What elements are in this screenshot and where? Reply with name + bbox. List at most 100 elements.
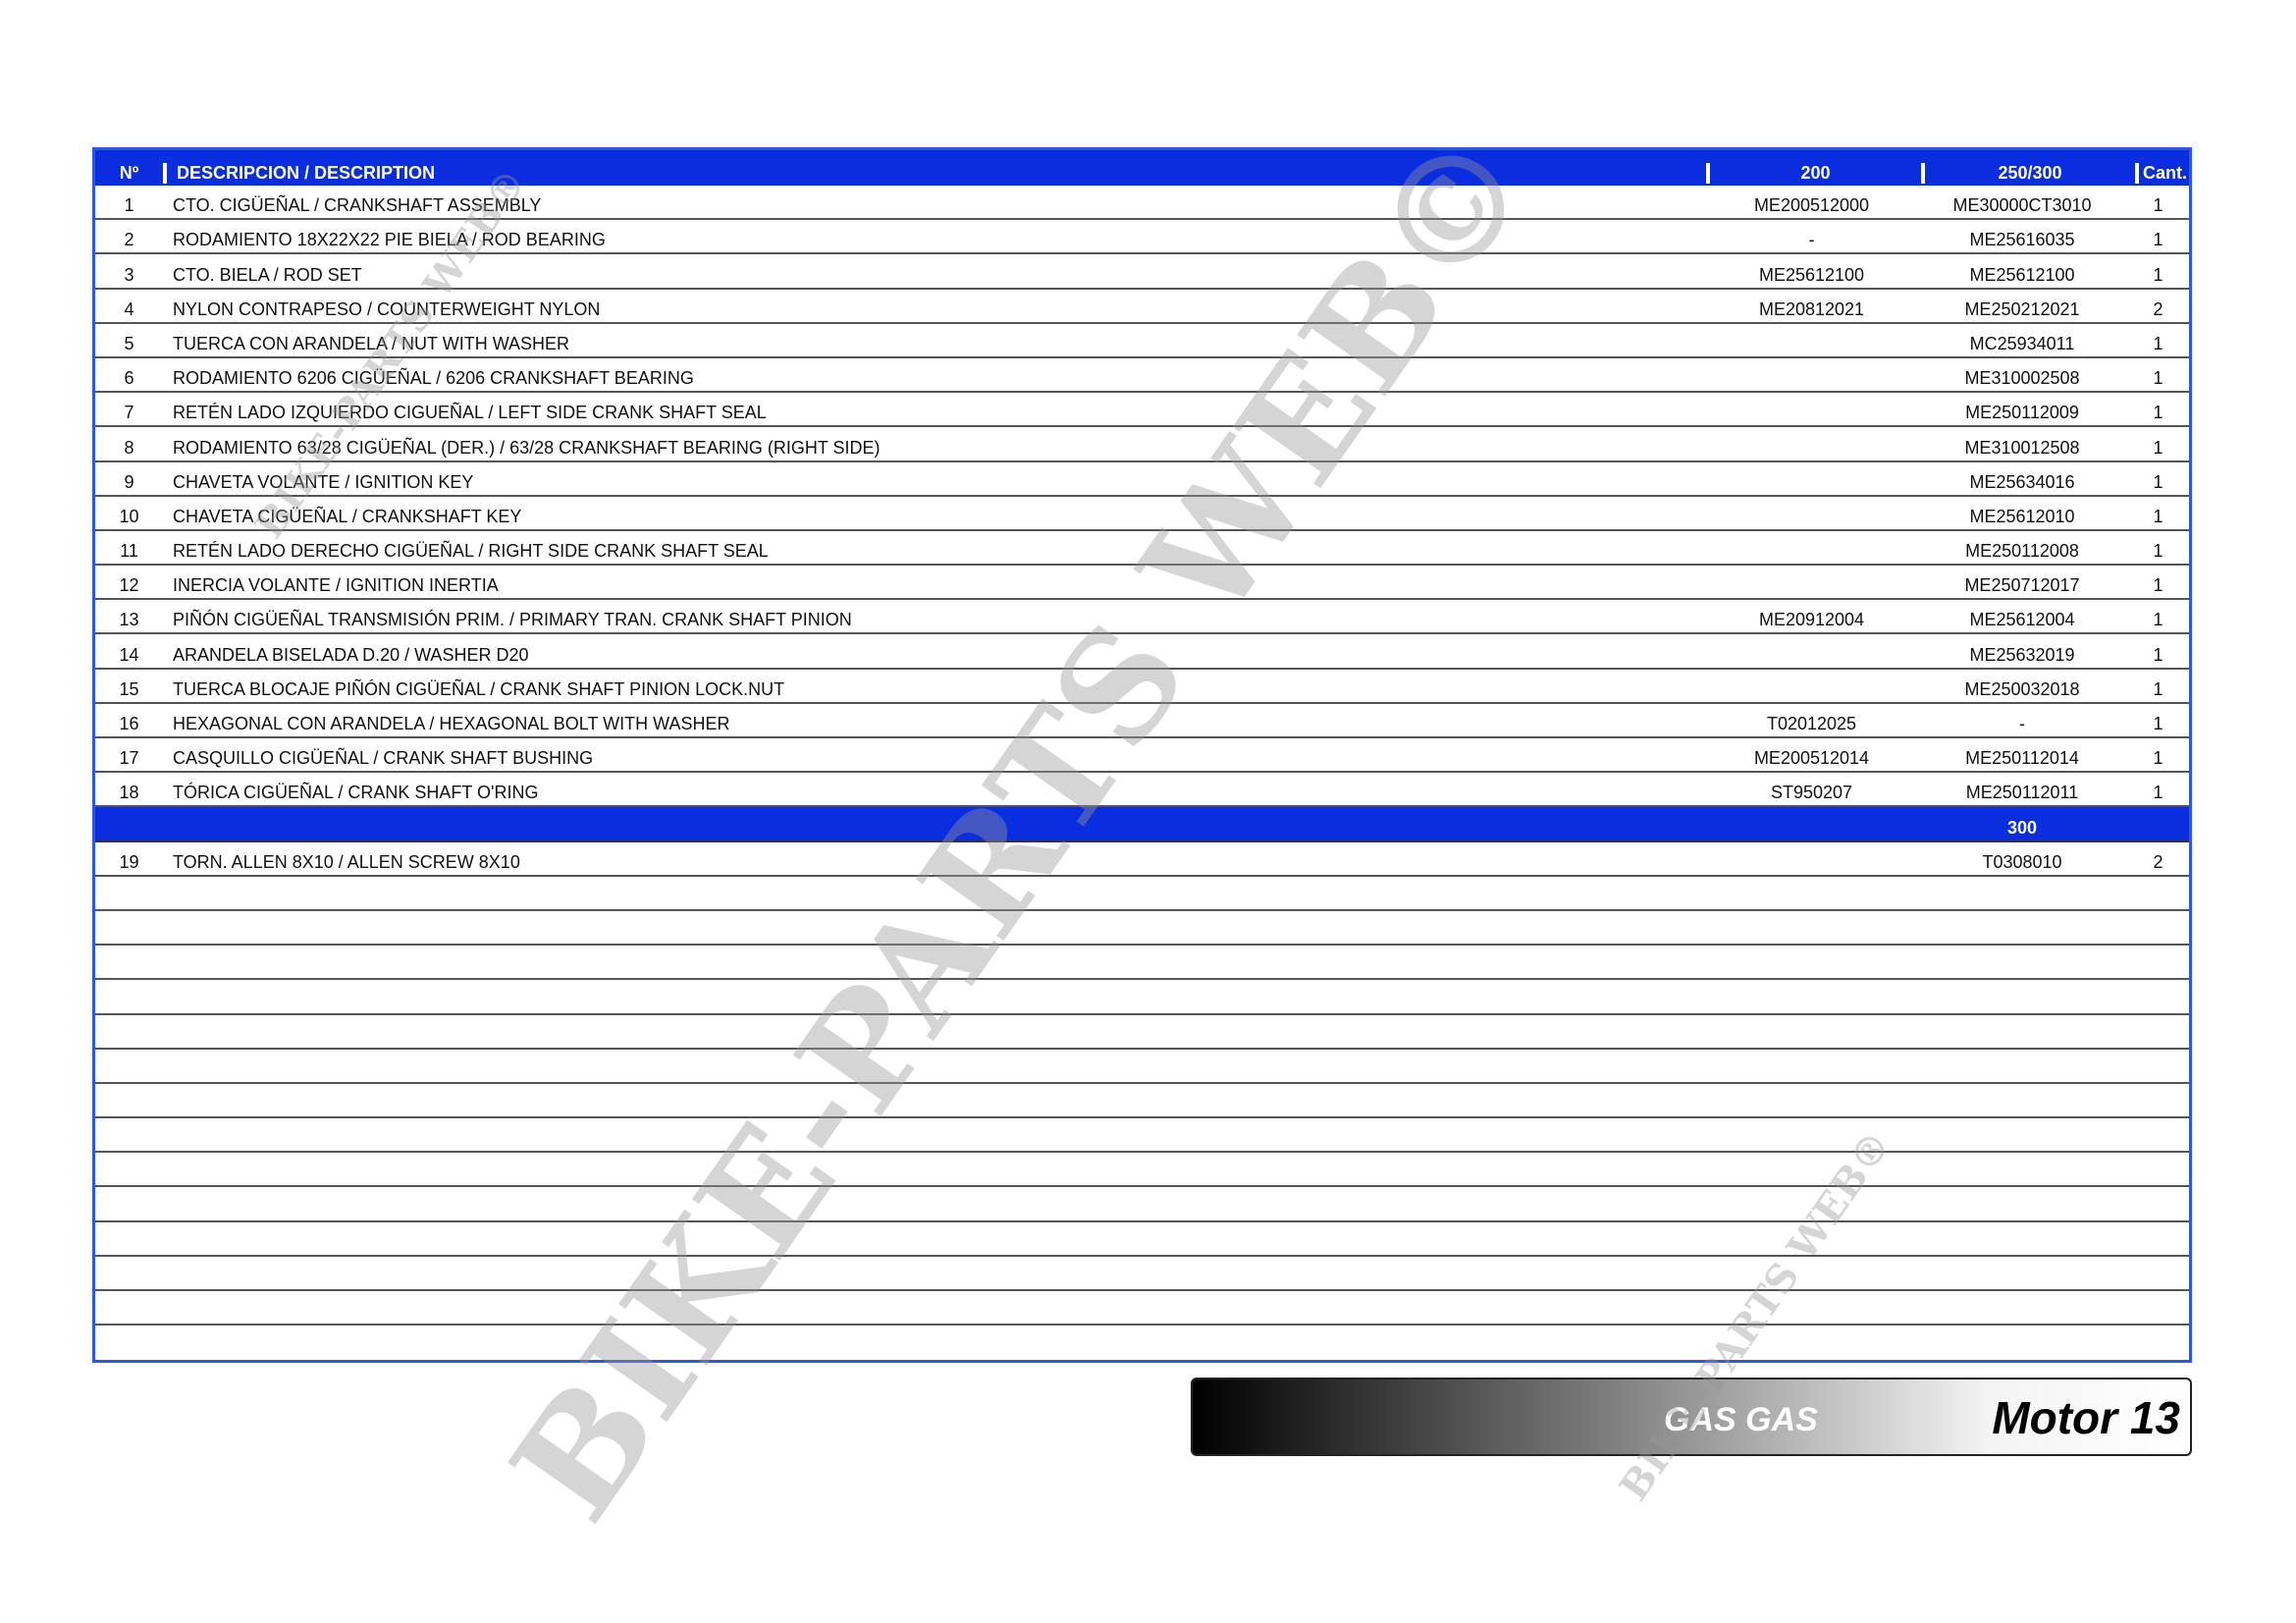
table-row: 7 RETÉN LADO IZQUIERDO CIGUEÑAL / LEFT SI… — [95, 393, 2189, 428]
item-number: 1 — [124, 195, 134, 216]
table-row: 6 RODAMIENTO 6206 CIGÜEÑAL / 6206 CRANKSH… — [95, 358, 2189, 394]
part-number-250-300: ME25616035 — [1969, 230, 2075, 250]
item-description: CTO. CIGÜEÑAL / CRANKSHAFT ASSEMBLY — [173, 195, 542, 216]
item-description: RODAMIENTO 6206 CIGÜEÑAL / 6206 CRANKSHA… — [173, 368, 694, 389]
part-number-250-300: ME250112014 — [1965, 748, 2079, 769]
part-number-200: - — [1808, 230, 1815, 250]
item-quantity: 1 — [2153, 368, 2163, 389]
item-quantity: 1 — [2153, 264, 2163, 285]
item-number: 8 — [124, 437, 134, 458]
table-row — [95, 946, 2189, 981]
parts-table: Nº DESCRIPCION / DESCRIPTION 200 250/300… — [92, 147, 2192, 1364]
table-row — [95, 1050, 2189, 1084]
item-quantity: 1 — [2153, 541, 2163, 562]
item-number: 17 — [119, 748, 139, 769]
item-description: CTO. BIELA / ROD SET — [173, 264, 362, 285]
header-200: 200 — [1706, 163, 1921, 184]
header-no: Nº — [119, 163, 139, 183]
table-row: 19 TORN. ALLEN 8X10 / ALLEN SCREW 8X10 T03… — [95, 842, 2189, 877]
table-header: Nº DESCRIPCION / DESCRIPTION 200 250/300… — [95, 150, 2189, 186]
part-number-250-300: ME250212021 — [1964, 298, 2080, 319]
item-description: NYLON CONTRAPESO / COUNTERWEIGHT NYLON — [173, 298, 601, 319]
part-number-250-300: ME250032018 — [1964, 678, 2080, 699]
part-number-200: ME25612100 — [1758, 264, 1865, 285]
part-number-250-300: ME30000CT3010 — [1952, 195, 2092, 216]
header-250-300: 250/300 — [1921, 163, 2135, 184]
part-number-250-300: T0308010 — [1982, 851, 2062, 872]
item-number: 3 — [124, 264, 134, 285]
item-description: ARANDELA BISELADA D.20 / WASHER D20 — [173, 644, 529, 665]
item-description: RETÉN LADO IZQUIERDO CIGUEÑAL / LEFT SID… — [173, 403, 767, 423]
item-number: 4 — [124, 298, 134, 319]
item-description: RODAMIENTO 63/28 CIGÜEÑAL (DER.) / 63/28… — [173, 437, 881, 458]
table-row — [95, 1084, 2189, 1119]
item-quantity: 1 — [2153, 437, 2163, 458]
item-description: RODAMIENTO 18X22X22 PIE BIELA / ROD BEAR… — [173, 230, 606, 250]
item-description: PIÑÓN CIGÜEÑAL TRANSMISIÓN PRIM. / PRIMA… — [173, 610, 852, 630]
table-row: 3 CTO. BIELA / ROD SET ME25612100 ME2561210… — [95, 254, 2189, 290]
part-number-250-300: ME25612010 — [1969, 506, 2075, 526]
section-title: Motor 13 — [1992, 1392, 2180, 1443]
header-description: DESCRIPCION / DESCRIPTION — [163, 163, 1706, 184]
table-row — [95, 911, 2189, 947]
footer-banner: GAS GAS Motor 13 — [1191, 1378, 2192, 1456]
item-number: 12 — [119, 575, 139, 596]
item-quantity: 1 — [2153, 610, 2163, 630]
part-number-200: ST950207 — [1770, 783, 1853, 803]
item-description: HEXAGONAL CON ARANDELA / HEXAGONAL BOLT … — [173, 714, 730, 733]
table-row: 16 HEXAGONAL CON ARANDELA / HEXAGONAL BOL… — [95, 704, 2189, 738]
item-description: CHAVETA VOLANTE / IGNITION KEY — [173, 471, 474, 492]
part-number-250-300: ME310002508 — [1964, 368, 2080, 389]
item-quantity: 1 — [2153, 678, 2163, 699]
item-number: 15 — [119, 678, 139, 699]
item-number: 9 — [124, 471, 134, 492]
part-number-250-300: MC25934011 — [1969, 333, 2075, 353]
part-number-200: T02012025 — [1766, 714, 1857, 733]
item-quantity: 1 — [2153, 333, 2163, 353]
item-quantity: 1 — [2153, 783, 2163, 803]
item-number: 14 — [119, 644, 139, 665]
item-quantity: 2 — [2153, 851, 2163, 872]
part-number-250-300: ME25632019 — [1969, 644, 2075, 665]
item-number: 5 — [124, 333, 134, 353]
item-number: 13 — [119, 610, 139, 630]
item-description: TORN. ALLEN 8X10 / ALLEN SCREW 8X10 — [173, 851, 520, 872]
item-number: 16 — [119, 714, 139, 733]
table-row — [95, 1222, 2189, 1257]
part-number-200: ME200512014 — [1753, 748, 1870, 769]
item-number: 11 — [120, 541, 138, 562]
part-number-250-300: - — [2019, 714, 2025, 733]
table-row: 9 CHAVETA VOLANTE / IGNITION KEY ME2563401… — [95, 462, 2189, 497]
item-quantity: 1 — [2153, 748, 2163, 769]
table-row — [95, 1291, 2189, 1326]
table-row: 2 RODAMIENTO 18X22X22 PIE BIELA / ROD BEA… — [95, 220, 2189, 255]
part-number-250-300: ME250112011 — [1965, 783, 2079, 803]
table-row — [95, 1257, 2189, 1291]
table-row — [95, 1325, 2189, 1360]
table-row — [95, 1118, 2189, 1154]
part-number-200: ME20812021 — [1758, 298, 1865, 319]
table-body: 1 CTO. CIGÜEÑAL / CRANKSHAFT ASSEMBLY ME20… — [95, 186, 2189, 1360]
table-row: 4 NYLON CONTRAPESO / COUNTERWEIGHT NYLON M… — [95, 290, 2189, 324]
part-number-250-300: ME25634016 — [1969, 471, 2075, 492]
table-row: 14 ARANDELA BISELADA D.20 / WASHER D20 ME2… — [95, 634, 2189, 670]
brand-label: GAS GAS — [1664, 1401, 1818, 1438]
item-quantity: 1 — [2153, 230, 2163, 250]
item-quantity: 1 — [2153, 506, 2163, 526]
item-number: 19 — [119, 851, 139, 872]
item-number: 2 — [124, 230, 134, 250]
table-row: 1 CTO. CIGÜEÑAL / CRANKSHAFT ASSEMBLY ME20… — [95, 186, 2189, 221]
item-description: CHAVETA CIGÜEÑAL / CRANKSHAFT KEY — [173, 506, 522, 526]
table-row — [95, 1153, 2189, 1188]
item-quantity: 1 — [2153, 644, 2163, 665]
table-row: 13 PIÑÓN CIGÜEÑAL TRANSMISIÓN PRIM. / PRI… — [95, 600, 2189, 635]
item-description: TUERCA CON ARANDELA / NUT WITH WASHER — [173, 333, 570, 353]
item-quantity: 1 — [2153, 403, 2163, 423]
table-row — [95, 1187, 2189, 1222]
table-row: 17 CASQUILLO CIGÜEÑAL / CRANK SHAFT BUSHI… — [95, 738, 2189, 774]
part-number-250-300: ME250112009 — [1965, 403, 2079, 423]
table-row — [95, 980, 2189, 1015]
table-row — [95, 877, 2189, 911]
model-subheader: 300 — [95, 807, 2189, 842]
item-description: TUERCA BLOCAJE PIÑÓN CIGÜEÑAL / CRANK SH… — [173, 678, 785, 699]
